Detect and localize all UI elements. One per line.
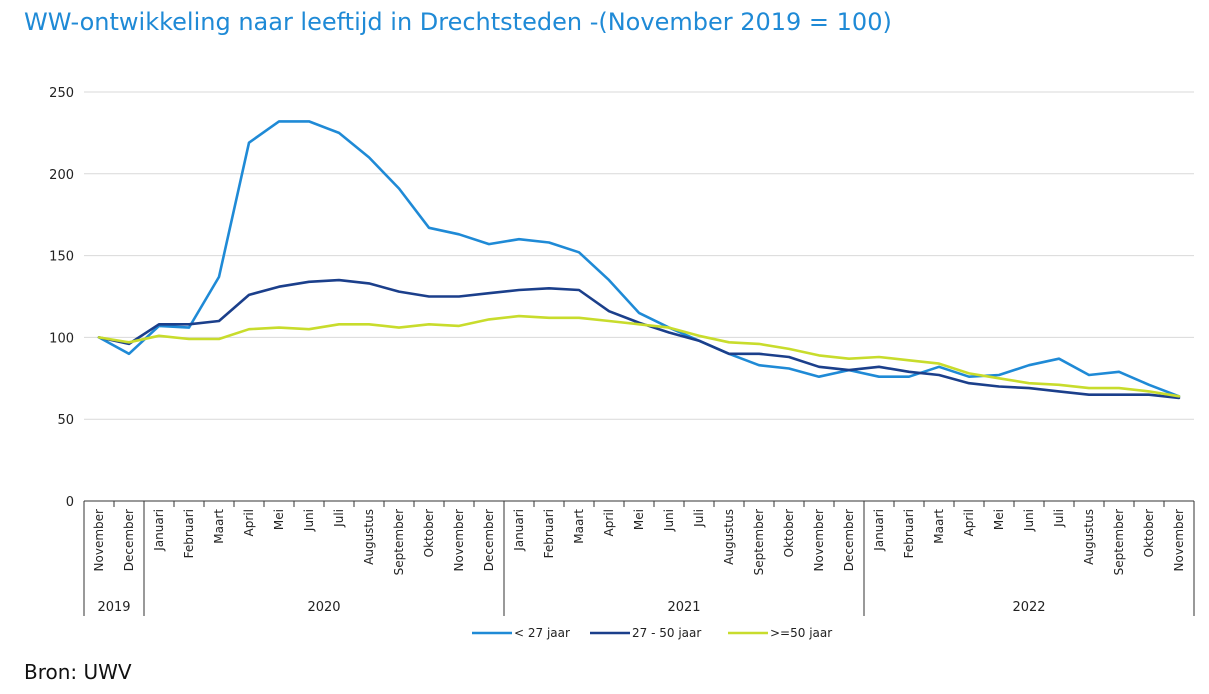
x-tick-label: Januari [512, 509, 526, 552]
legend: < 27 jaar 27 - 50 jaar >=50 jaar [472, 626, 832, 640]
legend-label: 27 - 50 jaar [632, 626, 701, 640]
year-label: 2020 [307, 600, 340, 615]
y-axis: 0 50 100 150 200 250 [49, 86, 74, 510]
x-tick-label: Oktober [1142, 509, 1156, 557]
year-label: 2022 [1012, 600, 1045, 615]
x-axis: November December Januari Februari Maart Apri… [83, 500, 1195, 616]
x-tick-label: Mei [992, 509, 1006, 530]
x-tick-label: Juni [1022, 509, 1036, 532]
x-tick-label: Augustus [362, 509, 376, 565]
x-tick-label: Augustus [722, 509, 736, 565]
x-tick-label: November [812, 509, 826, 571]
y-tick-label: 200 [49, 168, 74, 183]
x-tick-label: December [122, 509, 136, 571]
x-tick-label: Maart [212, 509, 226, 544]
y-tick-label: 50 [57, 413, 74, 428]
x-tick-label: Oktober [782, 509, 796, 557]
x-tick-label: Maart [932, 509, 946, 544]
source-note: Bron: UWV [24, 660, 132, 684]
x-tick-label: Juli [692, 509, 706, 528]
x-tick-label: November [1172, 509, 1186, 571]
y-tick-label: 150 [49, 250, 74, 265]
x-tick-label: Augustus [1082, 509, 1096, 565]
x-tick-label: Mei [272, 509, 286, 530]
x-tick-label: Mei [632, 509, 646, 530]
year-label: 2021 [667, 600, 700, 615]
chart-title: WW-ontwikkeling naar leeftijd in Drechts… [24, 8, 892, 36]
x-tick-label: Februari [542, 509, 556, 558]
x-tick-label: Juni [302, 509, 316, 532]
x-tick-label: November [92, 509, 106, 571]
x-tick-label: September [1112, 509, 1126, 575]
x-tick-label: April [962, 509, 976, 536]
legend-label: < 27 jaar [514, 626, 570, 640]
x-tick-label: September [392, 509, 406, 575]
x-tick-label: Oktober [422, 509, 436, 557]
series-lines [97, 120, 1181, 400]
x-tick-label: Juli [1052, 509, 1066, 528]
chart: 0 50 100 150 200 250 November December Januari F… [49, 86, 1195, 640]
x-tick-label: Januari [152, 509, 166, 552]
legend-label: >=50 jaar [770, 626, 832, 640]
x-tick-label: Juni [662, 509, 676, 532]
x-tick-label: April [242, 509, 256, 536]
x-tick-label: Februari [902, 509, 916, 558]
y-tick-label: 100 [49, 331, 74, 346]
x-tick-label: Maart [572, 509, 586, 544]
x-tick-label: Januari [872, 509, 886, 552]
x-tick-label: Juli [332, 509, 346, 528]
x-tick-label: November [452, 509, 466, 571]
year-label: 2019 [97, 600, 130, 615]
x-tick-label: December [842, 509, 856, 571]
series-line [97, 278, 1181, 400]
x-tick-label: December [482, 509, 496, 571]
x-tick-label: Februari [182, 509, 196, 558]
y-tick-label: 0 [66, 495, 74, 510]
y-tick-label: 250 [49, 86, 74, 101]
x-tick-label: April [602, 509, 616, 536]
series-line [97, 120, 1181, 398]
series-line [97, 314, 1181, 398]
x-tick-label: September [752, 509, 766, 575]
gridlines [84, 91, 1194, 420]
